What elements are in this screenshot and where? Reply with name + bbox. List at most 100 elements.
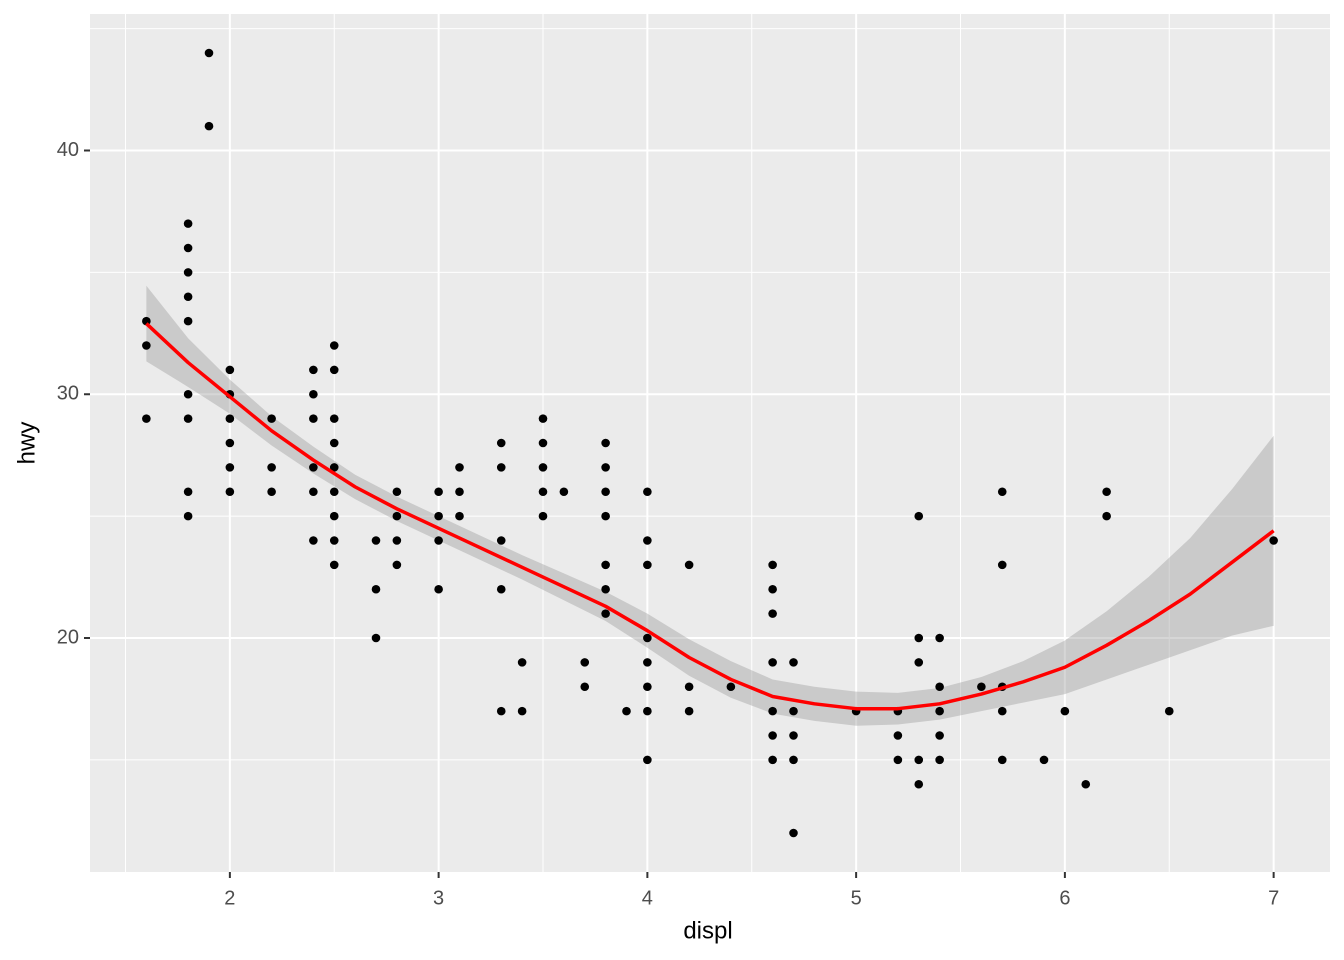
panel-background: [90, 14, 1330, 872]
y-tick-label: 20: [57, 626, 79, 648]
point: [496, 584, 506, 594]
point: [643, 633, 652, 643]
point: [225, 463, 235, 472]
point: [935, 633, 944, 643]
point: [496, 463, 506, 472]
point: [309, 536, 318, 545]
point: [643, 658, 652, 667]
y-axis-title: hwy: [13, 422, 40, 465]
point: [601, 463, 610, 472]
point: [789, 658, 798, 667]
point: [997, 755, 1007, 765]
point: [392, 560, 402, 570]
y-tick-label: 30: [57, 383, 79, 405]
point: [329, 487, 339, 497]
point: [183, 511, 193, 521]
point: [496, 706, 506, 716]
point: [768, 658, 777, 667]
point: [601, 511, 610, 521]
point: [204, 121, 214, 131]
point: [1081, 779, 1091, 789]
point: [601, 584, 610, 594]
point: [601, 487, 610, 497]
point: [914, 779, 924, 789]
point: [142, 414, 151, 423]
x-axis-title: displ: [683, 917, 732, 944]
x-tick-label: 5: [851, 887, 862, 909]
point: [496, 536, 506, 545]
point: [496, 438, 506, 448]
point: [517, 658, 527, 667]
confidence-band: [146, 285, 1274, 726]
point: [329, 341, 339, 350]
y-tick-label: 40: [57, 139, 79, 161]
point: [914, 633, 924, 643]
x-tick-label: 6: [1059, 887, 1070, 909]
point: [225, 438, 235, 448]
point: [538, 463, 548, 472]
point: [789, 731, 798, 740]
point: [392, 511, 402, 521]
point: [225, 365, 235, 375]
point: [789, 755, 798, 765]
point: [329, 560, 339, 570]
point: [684, 560, 694, 570]
point: [267, 463, 276, 472]
x-tick-label: 7: [1268, 887, 1279, 909]
point: [580, 658, 590, 667]
point: [643, 536, 652, 545]
point: [997, 487, 1007, 497]
point: [329, 414, 339, 423]
point: [517, 706, 527, 716]
point: [914, 511, 924, 521]
point: [183, 243, 193, 253]
point: [267, 487, 276, 497]
point: [434, 487, 443, 497]
point: [684, 682, 694, 692]
point: [434, 584, 443, 594]
point: [684, 706, 694, 716]
point: [914, 755, 924, 765]
point: [329, 365, 339, 375]
point: [225, 414, 235, 423]
point: [434, 536, 443, 545]
point: [977, 682, 986, 692]
point: [935, 755, 944, 765]
point: [893, 731, 903, 740]
point: [643, 560, 652, 570]
point: [225, 487, 235, 497]
point: [267, 414, 276, 423]
point: [392, 536, 402, 545]
point: [914, 658, 924, 667]
point: [183, 219, 193, 228]
point: [183, 268, 193, 277]
point: [538, 438, 548, 448]
point: [538, 511, 548, 521]
point: [768, 706, 777, 716]
point: [997, 560, 1007, 570]
point: [329, 463, 339, 472]
point: [643, 755, 652, 765]
point: [1269, 536, 1278, 545]
point: [768, 584, 777, 594]
point: [309, 365, 318, 375]
point: [392, 487, 402, 497]
x-tick-label: 4: [642, 887, 653, 909]
point: [768, 609, 777, 618]
point: [371, 633, 381, 643]
point: [1102, 511, 1111, 521]
point: [538, 487, 548, 497]
point: [183, 389, 193, 399]
point: [935, 706, 944, 716]
point: [643, 706, 652, 716]
x-tick-label: 3: [433, 887, 444, 909]
point: [789, 828, 798, 838]
point: [183, 487, 193, 497]
point: [455, 511, 464, 521]
point: [893, 755, 903, 765]
point: [183, 414, 193, 423]
x-tick-label: 2: [224, 887, 235, 909]
point: [329, 511, 339, 521]
point: [935, 682, 944, 692]
point: [643, 487, 652, 497]
